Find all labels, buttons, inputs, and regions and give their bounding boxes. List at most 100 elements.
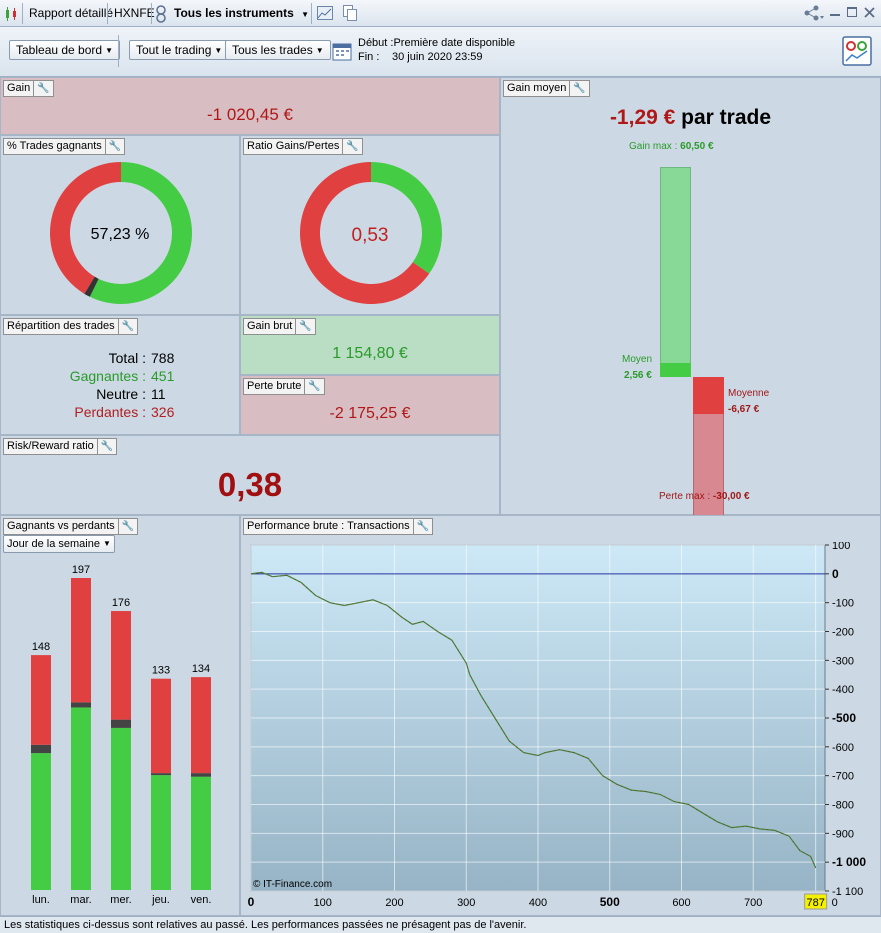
moyenne-label: Moyenne	[728, 388, 770, 399]
bar-loss	[31, 655, 51, 745]
debut-value: Première date disponible	[393, 37, 516, 49]
tab-instrument[interactable]: HXNFE	[114, 6, 155, 20]
gvp-title: Gagnants vs perdants	[7, 520, 115, 532]
bar-loss	[111, 611, 131, 720]
share-icon[interactable]	[803, 5, 825, 22]
gain-brut-tag[interactable]: Gain brut 🔧	[243, 318, 316, 335]
instruments-selector[interactable]: Tous les instruments ▼	[174, 0, 309, 27]
gain-moyen-panel: Gain moyen 🔧 -1,29 € par trade Gain max :…	[500, 77, 881, 534]
bar-win	[151, 775, 171, 890]
wrench-icon[interactable]: 🔧	[117, 519, 134, 534]
tab-rapport-detaille[interactable]: Rapport détaillé	[29, 6, 114, 20]
gvp-period-label: Jour de la semaine	[7, 538, 100, 550]
gain-tag[interactable]: Gain 🔧	[3, 80, 54, 97]
wrench-icon[interactable]: 🔧	[295, 319, 312, 334]
gain-moyen-value: -1,29 €	[609, 106, 676, 129]
day-label: lun.	[32, 894, 50, 906]
copy-icon[interactable]	[343, 5, 357, 21]
calendar-icon[interactable]	[332, 41, 352, 61]
bar-total-label: 176	[112, 597, 130, 609]
bar-neutral	[111, 719, 131, 728]
bar-neutral	[151, 773, 171, 776]
trading-dropdown[interactable]: Tout le trading ▼	[129, 40, 230, 60]
wrench-icon[interactable]: 🔧	[104, 139, 121, 154]
performance-chart[interactable]: 100 0 -100 -200 -300 -400 -500 -600 -700 -800 -900…	[241, 542, 880, 914]
pct-gagnants-tag[interactable]: % Trades gagnants 🔧	[3, 138, 126, 155]
y-tick-label: -1 000	[832, 855, 866, 869]
gain-max-label: Gain max :	[629, 141, 678, 152]
gvp-period-dropdown[interactable]: Jour de la semaine ▼	[3, 535, 115, 553]
maximize-icon[interactable]	[847, 7, 857, 17]
email-chart-icon[interactable]	[317, 6, 333, 20]
moyenne-value: -6,67 €	[728, 404, 760, 415]
day-label: jeu.	[151, 894, 170, 906]
x-tick-label: 300	[457, 897, 475, 909]
repartition-label: Total :	[108, 350, 146, 366]
performance-tag[interactable]: Performance brute : Transactions 🔧	[243, 518, 434, 535]
gain-moyen-tag[interactable]: Gain moyen 🔧	[503, 80, 590, 97]
perte-brute-value: -2 175,25 €	[329, 405, 411, 422]
pct-gagnants-value: 57,23 %	[90, 226, 150, 243]
x-tick-label: 500	[600, 895, 620, 909]
dashboard-dropdown[interactable]: Tableau de bord ▼	[9, 40, 120, 60]
gain-panel: Gain 🔧 -1 020,45 €	[0, 77, 500, 135]
bar-loss	[71, 578, 91, 703]
instruments-label: Tous les instruments	[174, 6, 294, 20]
wrench-icon[interactable]: 🔧	[412, 519, 429, 534]
gain-max-bar	[660, 167, 691, 377]
day-label: ven.	[191, 894, 212, 906]
gain-brut-title: Gain brut	[247, 320, 293, 332]
perte-max-caption: Perte max : -30,00 €	[659, 491, 750, 502]
chevron-down-icon: ▼	[105, 46, 113, 55]
donut-neutral-segment	[84, 276, 99, 297]
date-range[interactable]: Début :Première date disponible Fin : 30 …	[358, 36, 515, 64]
ratio-panel: Ratio Gains/Pertes 🔧 0,53	[240, 135, 500, 315]
wrench-icon[interactable]: 🔧	[304, 379, 321, 394]
close-icon[interactable]	[864, 7, 875, 18]
bar-loss	[191, 677, 211, 774]
link-icon[interactable]	[156, 5, 166, 23]
repartition-value: 11	[151, 386, 166, 402]
performance-panel: Performance brute : Transactions 🔧 100 0 -1…	[240, 515, 881, 916]
risk-reward-tag[interactable]: Risk/Reward ratio 🔧	[3, 438, 118, 455]
risk-reward-panel: Risk/Reward ratio 🔧 0,38	[0, 435, 500, 515]
repartition-label: Neutre :	[96, 386, 146, 402]
y-tick-label: 100	[832, 542, 850, 552]
wrench-icon[interactable]: 🔧	[117, 319, 134, 334]
wrench-icon[interactable]: 🔧	[96, 439, 113, 454]
ratio-tag[interactable]: Ratio Gains/Pertes 🔧	[243, 138, 363, 155]
x-tick-label: 400	[529, 897, 547, 909]
bar-win	[71, 707, 91, 890]
wrench-icon[interactable]: 🔧	[569, 81, 586, 96]
gvp-tag[interactable]: Gagnants vs perdants 🔧	[3, 518, 139, 535]
chevron-down-icon: ▼	[315, 46, 324, 55]
repartition-tag[interactable]: Répartition des trades 🔧	[3, 318, 139, 335]
perte-brute-tag[interactable]: Perte brute 🔧	[243, 378, 325, 395]
perte-brute-title: Perte brute	[247, 380, 302, 392]
bar-neutral	[31, 744, 51, 754]
ratio-win-segment	[371, 162, 442, 274]
performance-title: Performance brute : Transactions	[247, 520, 410, 532]
day-label: mer.	[110, 894, 131, 906]
gain-moyen-title: Gain moyen	[507, 82, 567, 94]
moyen-value: 2,56 €	[624, 370, 652, 381]
gain-moyen-headline: -1,29 € par trade	[501, 106, 880, 130]
ratio-donut	[300, 162, 442, 304]
report-settings-icon[interactable]	[842, 36, 872, 66]
ratio-value: 0,53	[351, 225, 389, 246]
y-tick-label: 0	[832, 567, 839, 581]
bar-win	[191, 776, 211, 890]
pct-gagnants-panel: % Trades gagnants 🔧 57,23 %	[0, 135, 240, 315]
minimize-icon[interactable]	[830, 14, 840, 16]
day-label: mar.	[70, 894, 91, 906]
chevron-down-icon: ▼	[301, 10, 310, 19]
x-tick-label: 100	[314, 897, 332, 909]
wrench-icon[interactable]: 🔧	[33, 81, 50, 96]
repartition-row: Gagnantes : 451	[1, 368, 241, 386]
wrench-icon[interactable]: 🔧	[342, 139, 359, 154]
ratio-loss-segment	[300, 162, 430, 304]
bar-total-label: 148	[32, 641, 50, 653]
watermark: © IT-Finance.com	[253, 879, 332, 890]
trades-dropdown[interactable]: Tous les trades ▼	[225, 40, 331, 60]
x-tick-label: 200	[385, 897, 403, 909]
